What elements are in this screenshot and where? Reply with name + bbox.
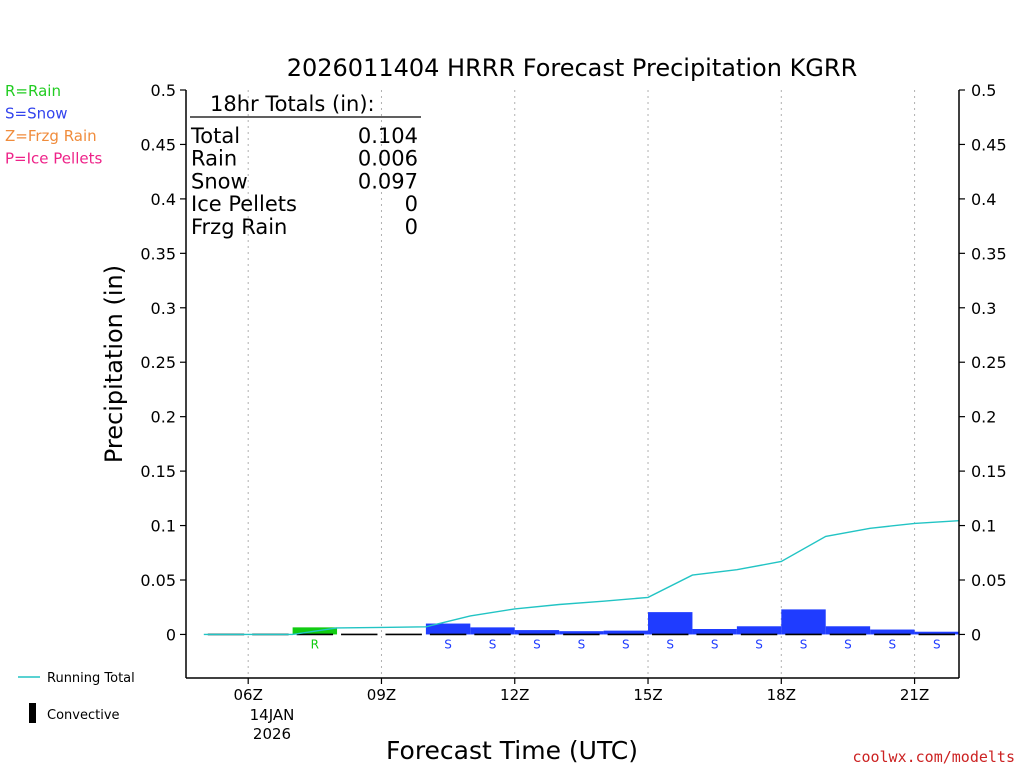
type-legend-item: Z=Frzg Rain — [5, 127, 97, 145]
y-tick-label-left: 0.1 — [151, 517, 176, 536]
y-tick-label-right: 0 — [971, 625, 981, 644]
precip-type-marker: S — [444, 637, 452, 651]
running-total-series — [203, 520, 960, 636]
type-legend-item: R=Rain — [5, 82, 61, 100]
convective-legend-label: Convective — [47, 708, 120, 723]
x-tick-label: 18Z — [767, 686, 796, 704]
bar-hour-14.5 — [603, 630, 649, 635]
gridlines — [247, 90, 916, 678]
precip-type-marker: S — [933, 637, 941, 651]
y-tick-label-right: 0.3 — [971, 299, 996, 318]
y-tick-label-right: 0.4 — [971, 190, 996, 209]
precip-type-marker: S — [889, 637, 897, 651]
y-tick-label-right: 0.05 — [971, 571, 1007, 590]
y-tick-label-left: 0.05 — [140, 571, 176, 590]
y-tick-label-left: 0 — [166, 625, 176, 644]
x-axis-title: Forecast Time (UTC) — [386, 736, 638, 765]
bar-hour-21.5 — [914, 631, 959, 635]
precip-type-marker: S — [489, 637, 497, 651]
x-tick-labels: 06Z 09Z 12Z 15Z 18Z 21Z — [234, 686, 930, 704]
y-tick-label-left: 0.15 — [140, 462, 176, 481]
y-tick-label-left: 0.3 — [151, 299, 176, 318]
precip-type-marker: S — [844, 637, 852, 651]
bar-hour-16.5 — [692, 629, 737, 635]
bar-hour-20.5 — [870, 629, 915, 635]
y-axis-title: Precipitation (in) — [100, 265, 128, 463]
precip-type-marker: S — [711, 637, 719, 651]
precip-type-marker: S — [755, 637, 763, 651]
x-tick-label: 12Z — [500, 686, 529, 704]
bar-hour-19.5 — [825, 626, 871, 635]
source-credit: coolwx.com/modelts — [852, 748, 1015, 766]
precip-type-legend: R=Rain S=Snow Z=Frzg Rain P=Ice Pellets — [5, 82, 102, 168]
y-tick-label-left: 0.35 — [140, 244, 176, 263]
chart-title: 2026011404 HRRR Forecast Precipitation K… — [287, 54, 858, 82]
totals-row-value: 0.104 — [358, 124, 418, 148]
bar-hour-13.5 — [559, 631, 604, 635]
running-total-legend-label: Running Total — [47, 671, 135, 686]
y-tick-label-left: 0.4 — [151, 190, 176, 209]
running-total-line — [203, 520, 960, 636]
convective-legend-swatch — [29, 703, 36, 723]
y-tick-label-left: 0.25 — [140, 353, 176, 372]
bar-hour-17.5 — [736, 626, 782, 635]
y-tick-label-right: 0.45 — [971, 135, 1007, 154]
y-tick-label-right: 0.2 — [971, 408, 996, 427]
y-tick-label-left: 0.45 — [140, 135, 176, 154]
date-label-day: 14JAN — [250, 706, 295, 724]
axes — [180, 89, 965, 684]
totals-row-name: Total — [190, 124, 240, 148]
bar-hour-15.5 — [648, 612, 693, 635]
y-tick-label-right: 0.5 — [971, 81, 996, 100]
bar-hour-11.5 — [470, 627, 515, 635]
precip-type-marker: S — [533, 637, 541, 651]
type-legend-item: S=Snow — [5, 105, 68, 123]
totals-row-value: 0.097 — [358, 169, 418, 193]
totals-row-name: Rain — [191, 147, 237, 171]
totals-row-value: 0 — [405, 215, 418, 239]
precip-type-marker: S — [666, 637, 674, 651]
y-tick-label-left: 0.2 — [151, 408, 176, 427]
y-tick-labels: 0 00.05 0.050.1 0.10.15 0.150.2 0.20.25 0.250.… — [140, 81, 1006, 644]
y-tick-label-right: 0.35 — [971, 244, 1007, 263]
precip-type-marker: S — [800, 637, 808, 651]
x-tick-label: 09Z — [367, 686, 396, 704]
totals-row-value: 0 — [405, 192, 418, 216]
totals-rows: Total 0.104 Rain 0.006 Snow 0.097 Ice Pellets 0… — [190, 124, 418, 239]
x-tick-label: 06Z — [234, 686, 263, 704]
type-legend-item: P=Ice Pellets — [5, 150, 102, 168]
bar-hour-12.5 — [514, 630, 560, 635]
totals-row-name: Snow — [191, 169, 248, 193]
precip-type-marker: S — [578, 637, 586, 651]
y-tick-label-right: 0.15 — [971, 462, 1007, 481]
precip-type-marker: S — [622, 637, 630, 651]
totals-row-name: Frzg Rain — [191, 215, 287, 239]
bar-hour-18.5 — [781, 609, 826, 635]
totals-header: 18hr Totals (in): — [210, 92, 375, 116]
totals-row-value: 0.006 — [358, 147, 418, 171]
precip-type-marker: R — [311, 637, 319, 651]
x-tick-label: 15Z — [633, 686, 662, 704]
x-tick-label: 21Z — [900, 686, 929, 704]
bar-hour-10.5 — [425, 623, 471, 635]
totals-table: 18hr Totals (in): Total 0.104 Rain 0.006 Sno… — [190, 92, 421, 239]
y-tick-label-left: 0.5 — [151, 81, 176, 100]
y-tick-label-right: 0.25 — [971, 353, 1007, 372]
y-tick-label-right: 0.1 — [971, 517, 996, 536]
totals-row-name: Ice Pellets — [191, 192, 297, 216]
series-legend: Running Total Convective — [18, 671, 135, 723]
date-label-year: 2026 — [253, 725, 291, 743]
